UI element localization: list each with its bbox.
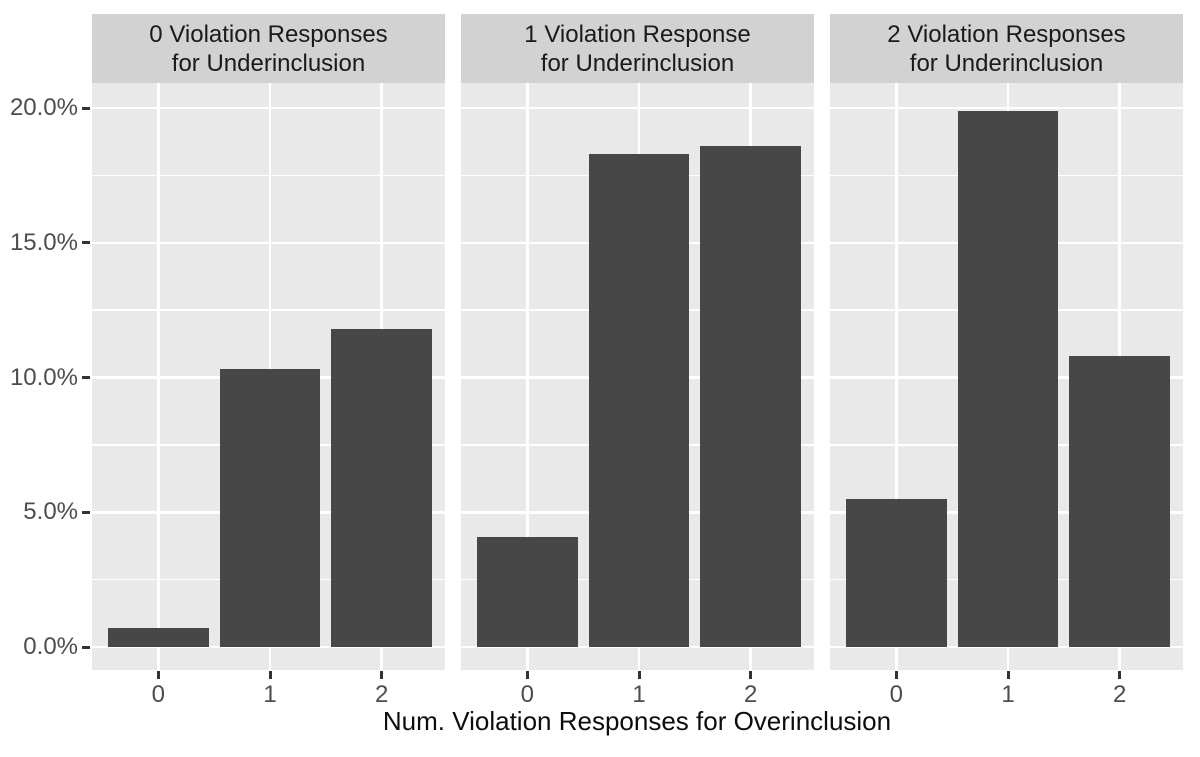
x-tick-label: 1	[263, 681, 277, 708]
plot-area	[461, 83, 814, 670]
facet-strip: 1 Violation Response for Underinclusion	[461, 14, 814, 83]
gridline-major-v	[895, 83, 898, 670]
x-tick-label: 0	[151, 681, 165, 708]
bar	[700, 145, 801, 647]
plot-area	[830, 83, 1183, 670]
x-tick-label: 1	[1001, 681, 1015, 708]
facet-strip-title-line1: 1 Violation Response	[524, 20, 751, 48]
facet-strip: 0 Violation Responses for Underinclusion	[92, 14, 445, 83]
y-tick-label: 0.0%	[23, 633, 78, 660]
y-tick-label: 15.0%	[9, 228, 78, 256]
facet-strip-title-line2: for Underinclusion	[171, 49, 366, 77]
facet-strip-title-line1: 2 Violation Responses	[887, 20, 1126, 48]
bar	[1069, 355, 1170, 647]
x-tick-mark	[156, 671, 160, 679]
x-tick-label: 2	[744, 681, 758, 708]
gridline-major-v	[157, 83, 160, 670]
gridline-minor-h	[92, 309, 445, 311]
bar	[957, 110, 1059, 647]
gridline-major-h	[92, 645, 445, 649]
bar	[846, 498, 947, 647]
facet-strip-title-line2: for Underinclusion	[909, 49, 1104, 77]
gridline-major-v	[526, 83, 529, 670]
gridline-major-h	[830, 106, 1183, 110]
gridline-major-h	[92, 106, 445, 110]
x-tick-label: 2	[375, 681, 389, 708]
gridline-major-h	[830, 645, 1183, 649]
x-tick-label: 0	[889, 681, 903, 708]
y-tick-label: 10.0%	[9, 363, 78, 391]
gridline-minor-h	[92, 174, 445, 177]
x-tick-mark	[380, 671, 384, 679]
y-tick-mark	[82, 645, 90, 649]
bar	[331, 328, 432, 647]
bar	[477, 536, 578, 647]
bar	[588, 153, 690, 647]
x-tick-label: 0	[520, 681, 534, 708]
x-tick-mark	[1006, 671, 1010, 679]
y-tick-label: 5.0%	[23, 498, 78, 526]
x-tick-mark	[1118, 671, 1122, 679]
x-tick-mark	[637, 671, 641, 679]
x-tick-label: 1	[632, 681, 646, 708]
x-tick-label: 2	[1113, 681, 1127, 708]
y-tick-mark	[82, 376, 90, 379]
facet-strip: 2 Violation Responses for Underinclusion	[830, 14, 1183, 83]
facet-strip-title-line1: 0 Violation Responses	[149, 20, 388, 48]
x-axis-title: Num. Violation Responses for Overinclusi…	[382, 706, 892, 736]
gridline-major-h	[461, 106, 814, 110]
bar	[219, 369, 321, 647]
y-tick-mark	[82, 106, 90, 110]
x-tick-mark	[894, 671, 898, 679]
y-tick-mark	[82, 510, 90, 514]
y-tick-mark	[82, 241, 90, 245]
x-tick-mark	[268, 671, 272, 679]
y-tick-label: 20.0%	[9, 94, 78, 121]
gridline-major-h	[92, 241, 445, 244]
x-tick-mark	[749, 671, 753, 679]
bar	[108, 628, 209, 647]
facet-strip-title-line2: for Underinclusion	[540, 49, 735, 77]
plot-area	[92, 83, 445, 670]
x-tick-mark	[525, 671, 529, 679]
gridline-major-h	[461, 645, 814, 649]
